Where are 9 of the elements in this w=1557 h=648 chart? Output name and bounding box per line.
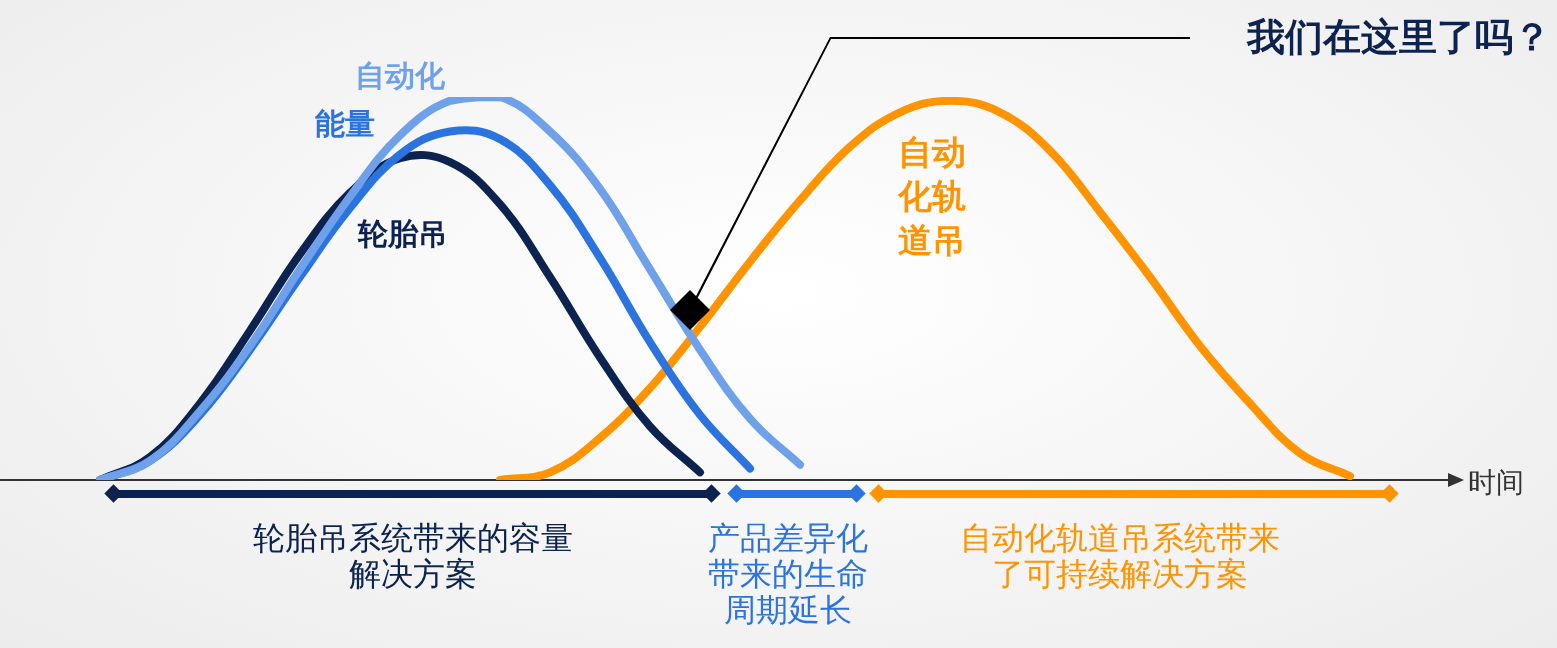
text: 产品差异化带来的生命周期延长 — [707, 520, 869, 628]
series-label: 自动化轨道吊 — [898, 132, 967, 261]
text: 我们在这里了吗？ — [1247, 15, 1551, 60]
x-axis-title: 时间 — [1468, 466, 1524, 500]
text: 自动化轨道吊系统带来了可持续解决方案 — [959, 520, 1281, 592]
text: 轮胎吊系统带来的容量解决方案 — [252, 520, 574, 592]
series-label: 能量 — [315, 106, 375, 142]
series-label: 自动化 — [355, 58, 445, 94]
series-label: 轮胎吊 — [358, 216, 448, 252]
